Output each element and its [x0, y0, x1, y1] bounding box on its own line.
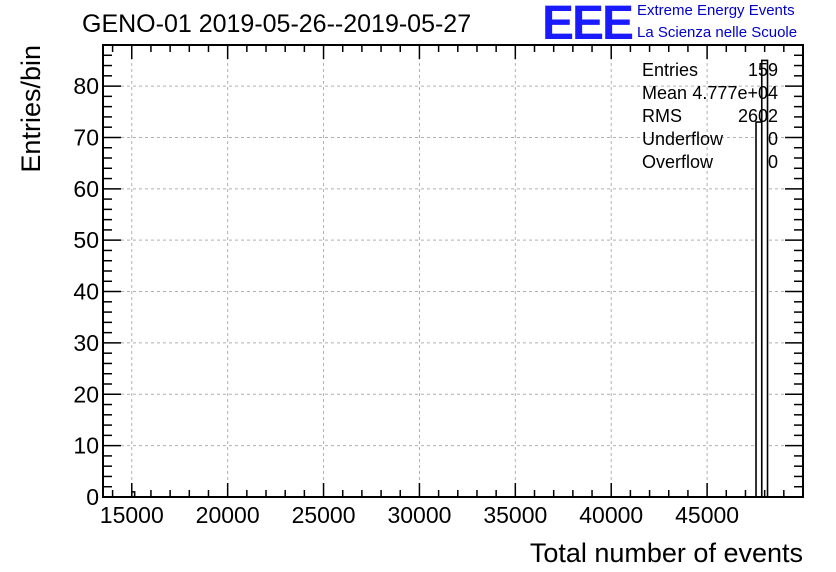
- x-tick-label: 25000: [292, 502, 356, 528]
- y-tick-label: 10: [73, 433, 99, 459]
- y-tick-label: 0: [86, 484, 99, 510]
- y-tick-label: 70: [73, 124, 99, 150]
- stats-label: RMS: [642, 106, 682, 126]
- y-tick-label: 30: [73, 330, 99, 356]
- y-axis-label: Entries/bin: [16, 45, 46, 173]
- x-tick-label: 35000: [483, 502, 547, 528]
- y-tick-label: 60: [73, 176, 99, 202]
- x-tick-label: 30000: [387, 502, 451, 528]
- stats-value: 0: [768, 129, 778, 149]
- eee-logo: EEE: [542, 0, 634, 50]
- stats-value: 159: [748, 60, 778, 80]
- stats-label: Mean: [642, 83, 687, 103]
- x-tick-label: 40000: [579, 502, 643, 528]
- grid-lines: [103, 45, 803, 497]
- logo-line-1: Extreme Energy Events: [637, 2, 795, 19]
- y-tick-label: 80: [73, 73, 99, 99]
- stats-label: Overflow: [642, 152, 714, 172]
- stats-value: 0: [768, 152, 778, 172]
- stats-label: Underflow: [642, 129, 724, 149]
- stats-box: Entries 159 Mean 4.777e+04 RMS 2602 Underflow 0…: [642, 60, 778, 172]
- y-tick-label: 20: [73, 381, 99, 407]
- y-tick-label: 40: [73, 279, 99, 305]
- chart-title: GENO-01 2019-05-26--2019-05-27: [82, 10, 472, 38]
- plot-frame: [102, 44, 804, 498]
- x-axis: 15000 20000 25000 30000 35000 40000 45000: [100, 45, 804, 528]
- x-axis-label: Total number of events: [530, 538, 803, 568]
- y-tick-label: 50: [73, 227, 99, 253]
- stats-label: Entries: [642, 60, 698, 80]
- x-tick-label: 15000: [100, 502, 164, 528]
- y-axis: 0 10 20 30 40 50 60 70 80: [73, 44, 803, 510]
- x-tick-label: 20000: [196, 502, 260, 528]
- x-tick-label: 45000: [675, 502, 739, 528]
- histogram-bar: [755, 121, 763, 498]
- stats-value: 2602: [738, 106, 778, 126]
- logo-line-2: La Scienza nelle Scuole: [637, 24, 798, 41]
- stats-value: 4.777e+04: [692, 83, 778, 103]
